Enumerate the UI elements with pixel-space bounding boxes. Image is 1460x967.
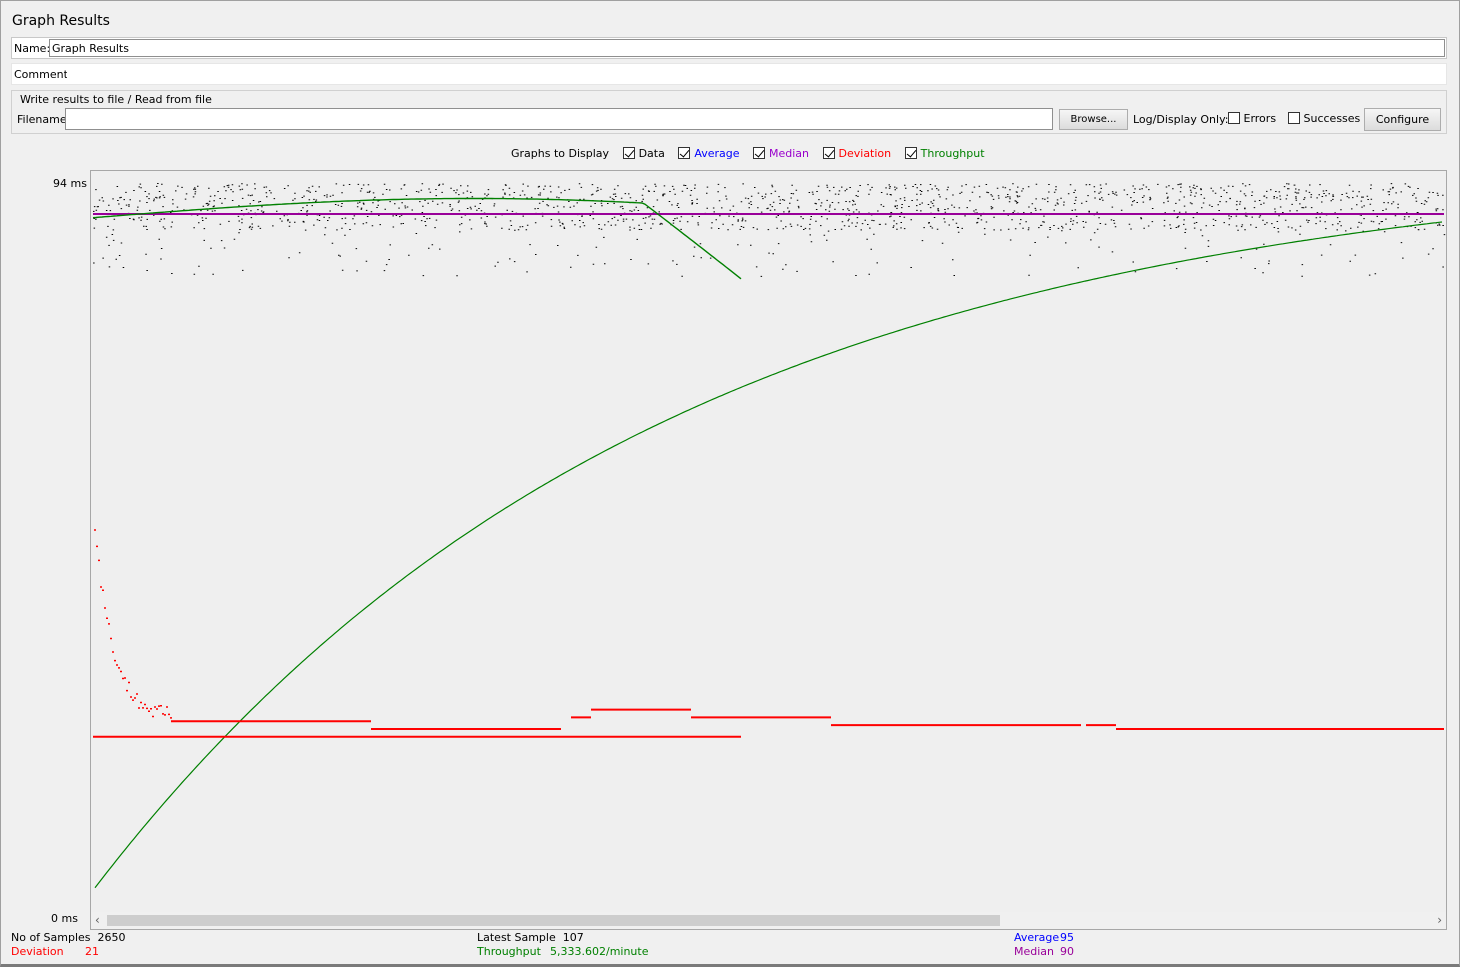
graphs-to-display: Graphs to Display Data Average Median De… — [511, 147, 985, 160]
median-label: Median — [769, 147, 810, 160]
log-display-label: Log/Display Only: — [1133, 113, 1229, 126]
file-section: Write results to file / Read from file F… — [11, 90, 1447, 134]
comments-input[interactable] — [67, 65, 1445, 83]
name-row: Name: — [11, 37, 1447, 59]
panel-title: Graph Results — [12, 13, 110, 29]
deviation-points — [94, 529, 172, 719]
successes-label: Successes — [1303, 112, 1361, 125]
data-checkbox[interactable] — [622, 147, 635, 159]
throughput-checkbox[interactable] — [904, 147, 917, 159]
throughput-stat-value: 5,333.602/minute — [550, 945, 649, 958]
graph-toggle-average[interactable]: Average — [678, 147, 740, 160]
median-checkbox[interactable] — [753, 147, 765, 159]
samples-stat: No of Samples 2650 — [11, 931, 126, 944]
latest-label: Latest Sample — [477, 931, 556, 944]
data-label: Data — [638, 147, 665, 160]
successes-toggle[interactable]: Successes — [1288, 112, 1360, 125]
errors-toggle[interactable]: Errors — [1228, 112, 1276, 125]
graph-canvas — [92, 183, 1446, 889]
throughput-label: Throughput — [920, 147, 985, 160]
successes-checkbox[interactable] — [1288, 112, 1300, 124]
name-input[interactable] — [49, 39, 1445, 57]
errors-checkbox[interactable] — [1228, 112, 1240, 124]
deviation-stat-value: 21 — [85, 945, 99, 958]
average-label: Average — [694, 147, 740, 160]
deviation-checkbox[interactable] — [822, 147, 835, 159]
comments-row: Comments: — [11, 63, 1447, 85]
throughput-stat-label: Throughput — [477, 945, 541, 958]
file-section-legend: Write results to file / Read from file — [20, 93, 212, 106]
browse-button[interactable]: Browse... — [1059, 109, 1128, 130]
median-stat-label: Median — [1014, 945, 1055, 958]
graph-toggle-deviation[interactable]: Deviation — [822, 147, 892, 160]
latest-value: 107 — [562, 931, 584, 944]
average-stat-value: 95 — [1060, 931, 1074, 944]
filename-label: Filename — [17, 113, 67, 126]
scroll-left-icon[interactable]: ‹ — [95, 913, 100, 927]
y-axis-top-label: 94 ms — [53, 177, 87, 190]
scroll-right-icon[interactable]: › — [1437, 913, 1442, 927]
deviation-stat-label: Deviation — [11, 945, 64, 958]
graphs-to-display-label: Graphs to Display — [511, 147, 610, 160]
comments-label: Comments: — [14, 68, 78, 81]
data-points — [93, 183, 1446, 277]
throughput-line-previous — [92, 197, 742, 280]
horizontal-scrollbar[interactable]: ‹ › — [91, 912, 1446, 929]
scrollbar-thumb[interactable] — [107, 915, 1000, 926]
graph-toggle-throughput[interactable]: Throughput — [904, 147, 985, 160]
graph-plot-area — [90, 170, 1447, 930]
latest-sample-stat: Latest Sample 107 — [477, 931, 584, 944]
filename-input[interactable] — [65, 108, 1053, 130]
errors-label: Errors — [1243, 112, 1277, 125]
average-checkbox[interactable] — [678, 147, 691, 159]
average-stat-label: Average — [1014, 931, 1060, 944]
y-axis-bottom-label: 0 ms — [51, 912, 78, 925]
deviation-label: Deviation — [838, 147, 892, 160]
samples-label: No of Samples — [11, 931, 91, 944]
name-label: Name: — [14, 42, 51, 55]
median-stat-value: 90 — [1060, 945, 1074, 958]
throughput-line — [94, 221, 1443, 889]
graph-toggle-median[interactable]: Median — [753, 147, 809, 160]
graph-toggle-data[interactable]: Data — [622, 147, 665, 160]
samples-value: 2650 — [97, 931, 126, 944]
configure-button[interactable]: Configure — [1364, 108, 1441, 131]
